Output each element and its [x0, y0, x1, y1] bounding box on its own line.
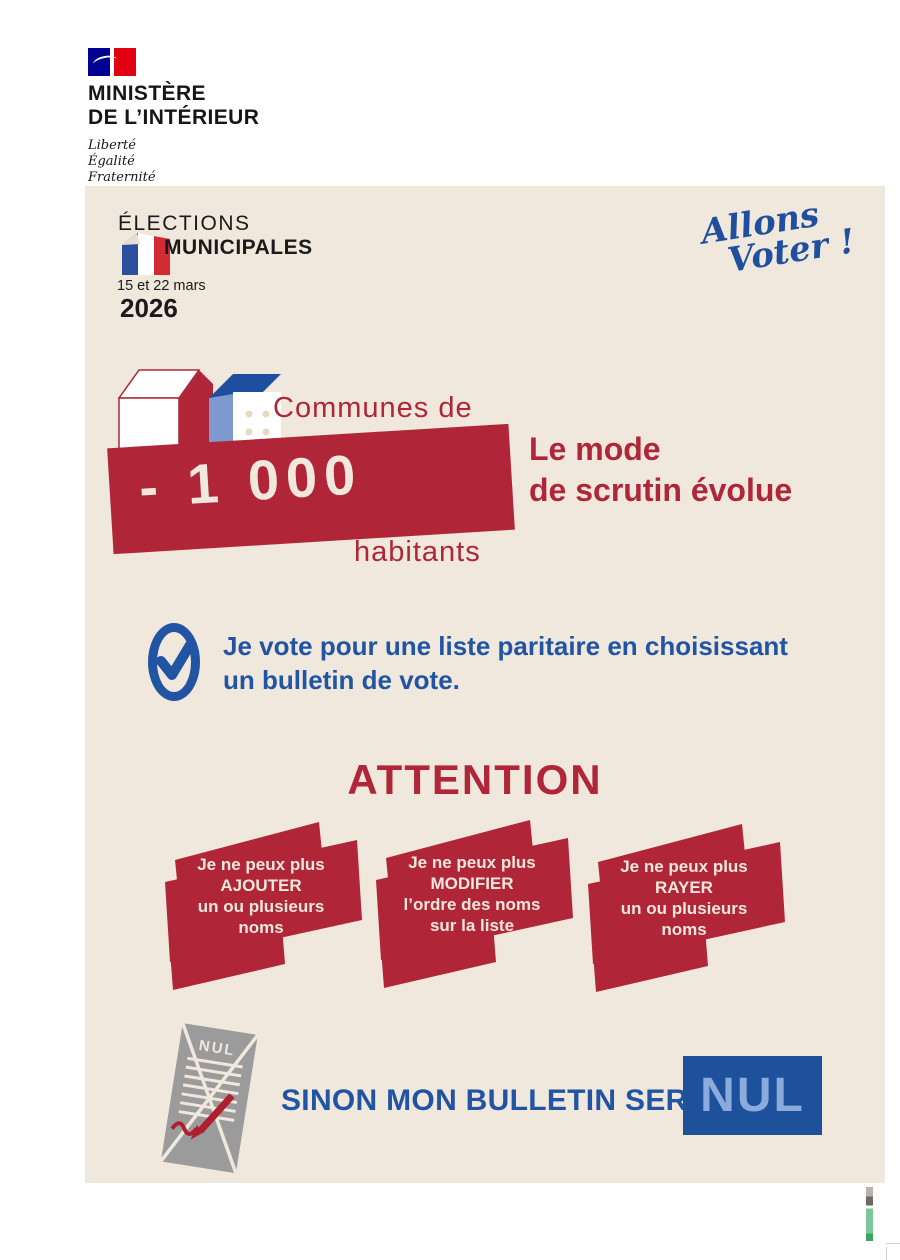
footer-warning-text: SINON MON BULLETIN SERA [281, 1084, 710, 1117]
banner1-line4: noms [238, 918, 284, 937]
hero-number: - 1 000 [137, 442, 365, 519]
french-government-flag-icon [88, 48, 140, 76]
banner3-line4: noms [661, 920, 707, 939]
hero-title-line2: de scrutin évolue [529, 472, 793, 508]
banner3-line3: un ou plusieurs [620, 899, 748, 918]
warning-banner-rayer: Je ne peux plus RAYER un ou plusieurs no… [584, 820, 789, 1000]
banner2-keyword: MODIFIER [430, 874, 514, 893]
ministry-logo-block: MINISTÈRE DE L’INTÉRIEUR Liberté Égalité… [88, 48, 259, 186]
banner2-line3: l’ordre des noms [403, 895, 541, 914]
svg-text:NUL: NUL [198, 1037, 237, 1060]
hero-title-line1: Le mode [529, 431, 661, 467]
banner3-keyword: RAYER [655, 878, 713, 897]
banner3-line1: Je ne peux plus [620, 857, 748, 876]
event-year: 2026 [120, 293, 178, 323]
statement-line2: un bulletin de vote. [223, 665, 460, 695]
hero-unit: habitants [354, 536, 481, 568]
attention-title: ATTENTION [347, 756, 603, 803]
banner1-line1: Je ne peux plus [197, 855, 325, 874]
ministry-name-line2: DE L’INTÉRIEUR [88, 106, 260, 129]
statement-line1: Je vote pour une liste paritaire en choi… [223, 631, 788, 661]
event-title-line1: ÉLECTIONS [118, 212, 251, 235]
allons-voter-slogan: Allons Voter ! [698, 193, 857, 282]
banner2-line4: sur la liste [429, 916, 515, 935]
corner-crop-mark-horizontal [886, 1243, 900, 1244]
banner1-keyword: AJOUTER [220, 876, 302, 895]
motto-egalite: Égalité [88, 154, 135, 169]
motto-liberte: Liberté [88, 138, 136, 153]
ministry-name-line1: MINISTÈRE [88, 82, 206, 105]
event-title-line2: MUNICIPALES [164, 236, 313, 259]
motto-fraternite: Fraternité [88, 170, 156, 185]
statement-text: Je vote pour une liste paritaire en choi… [223, 629, 788, 697]
banner1-line3: un ou plusieurs [197, 897, 325, 916]
ballot-flag-icon [122, 233, 170, 275]
warning-banner-modifier: Je ne peux plus MODIFIER l’ordre des nom… [372, 816, 577, 996]
print-credit-mark [866, 1187, 873, 1241]
corner-crop-mark-vertical [886, 1247, 887, 1260]
warning-banner-ajouter: Je ne peux plus AJOUTER un ou plusieurs … [161, 818, 366, 998]
event-dates: 15 et 22 mars [117, 278, 206, 294]
hero-title: Le mode de scrutin évolue [529, 429, 792, 511]
banner2-line1: Je ne peux plus [408, 853, 536, 872]
poster-canvas: ÉLECTIONS MUNICIPALES 15 et 22 mars 2026… [85, 186, 885, 1183]
checkmark-icon [148, 623, 200, 701]
nul-badge: NUL [683, 1056, 822, 1135]
hero-kicker: Communes de [273, 392, 473, 424]
void-ballot-icon: NUL [159, 1022, 260, 1174]
